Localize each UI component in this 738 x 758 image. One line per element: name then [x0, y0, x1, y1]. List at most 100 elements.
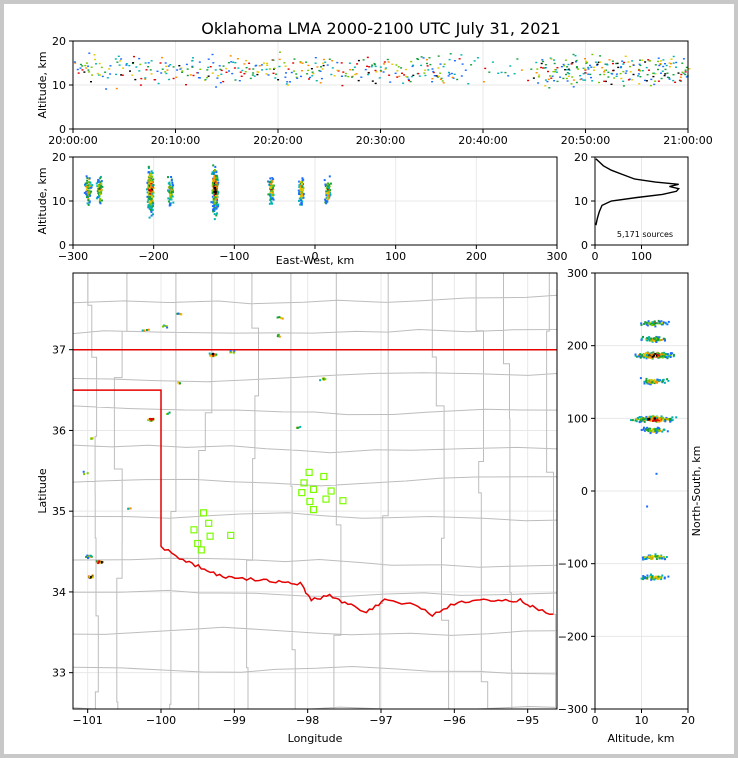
source-point	[214, 69, 217, 71]
source-point	[322, 62, 325, 64]
source-point	[178, 312, 181, 315]
source-point	[648, 556, 651, 559]
source-point	[637, 75, 639, 77]
source-point	[439, 78, 442, 80]
source-point	[211, 180, 214, 183]
source-point	[216, 199, 219, 201]
source-point	[666, 418, 669, 420]
source-point	[658, 417, 661, 420]
source-point	[305, 61, 308, 63]
latitude-tick-label: 35	[52, 505, 66, 518]
source-point	[646, 575, 649, 578]
source-point	[575, 61, 577, 63]
source-point	[660, 72, 662, 74]
source-point	[582, 79, 585, 81]
source-point	[348, 62, 351, 64]
source-point	[550, 77, 553, 79]
source-point	[638, 355, 641, 358]
source-point	[229, 350, 232, 352]
source-point	[652, 577, 655, 580]
source-point	[269, 193, 272, 196]
source-point	[657, 577, 660, 580]
source-point	[639, 420, 642, 423]
source-point	[88, 71, 91, 73]
source-point	[660, 578, 663, 581]
source-point	[149, 192, 152, 195]
source-point	[98, 190, 101, 193]
source-point	[139, 63, 142, 66]
source-point	[340, 62, 343, 64]
source-point	[648, 417, 651, 420]
source-point	[553, 62, 556, 65]
source-point	[584, 79, 587, 81]
source-point	[216, 205, 219, 208]
source-point	[94, 58, 97, 61]
source-point	[344, 72, 347, 75]
source-point	[326, 192, 329, 195]
source-point	[671, 416, 674, 419]
ns-tick-label: −100	[558, 558, 588, 571]
source-point	[243, 63, 246, 65]
source-point	[637, 73, 640, 75]
source-point	[213, 196, 216, 198]
source-point	[657, 60, 659, 63]
source-point	[116, 61, 119, 63]
source-point	[412, 64, 415, 66]
source-point	[101, 185, 104, 188]
source-point	[222, 80, 225, 83]
time-altitude-ylabel: Altitude, km	[36, 51, 49, 118]
source-point	[176, 69, 179, 71]
source-point	[656, 418, 659, 421]
source-point	[582, 67, 585, 69]
source-point	[151, 172, 154, 174]
source-point	[647, 59, 650, 61]
source-point	[101, 75, 104, 78]
source-point	[620, 66, 623, 68]
source-point	[225, 67, 228, 70]
source-point	[574, 55, 577, 57]
source-point	[212, 208, 215, 211]
source-point	[271, 187, 274, 190]
source-point	[172, 201, 175, 204]
source-point	[364, 68, 367, 71]
source-point	[668, 419, 671, 422]
source-point	[319, 379, 322, 382]
source-point	[164, 71, 167, 73]
source-point	[88, 52, 91, 54]
source-point	[86, 196, 89, 199]
source-point	[551, 75, 554, 77]
source-point	[131, 74, 134, 76]
source-point	[151, 187, 154, 190]
source-point	[437, 67, 440, 69]
source-point	[148, 191, 151, 194]
source-point	[572, 53, 575, 56]
source-point	[374, 65, 377, 68]
source-point	[270, 198, 273, 201]
source-point	[159, 62, 162, 64]
source-point	[643, 356, 645, 359]
source-point	[636, 417, 639, 419]
source-point	[657, 80, 660, 82]
source-point	[649, 574, 652, 577]
source-point	[301, 193, 303, 196]
source-point	[447, 75, 450, 77]
lma-station-marker	[194, 539, 202, 548]
source-point	[295, 73, 298, 75]
source-point	[157, 82, 160, 85]
source-point	[148, 179, 151, 182]
source-point	[125, 63, 128, 65]
source-point	[191, 66, 194, 68]
source-point	[547, 78, 550, 81]
source-point	[87, 65, 90, 67]
lma-station-marker	[205, 519, 213, 527]
source-point	[656, 381, 658, 384]
source-point	[324, 61, 327, 63]
count-tick-label: 0	[592, 250, 599, 263]
source-point	[215, 214, 218, 217]
source-point	[642, 353, 645, 356]
longitude-tick-label: −95	[516, 714, 539, 727]
source-point	[278, 65, 281, 68]
source-point	[214, 200, 217, 203]
map-ylabel: Latitude	[36, 468, 49, 514]
source-point	[269, 188, 272, 191]
